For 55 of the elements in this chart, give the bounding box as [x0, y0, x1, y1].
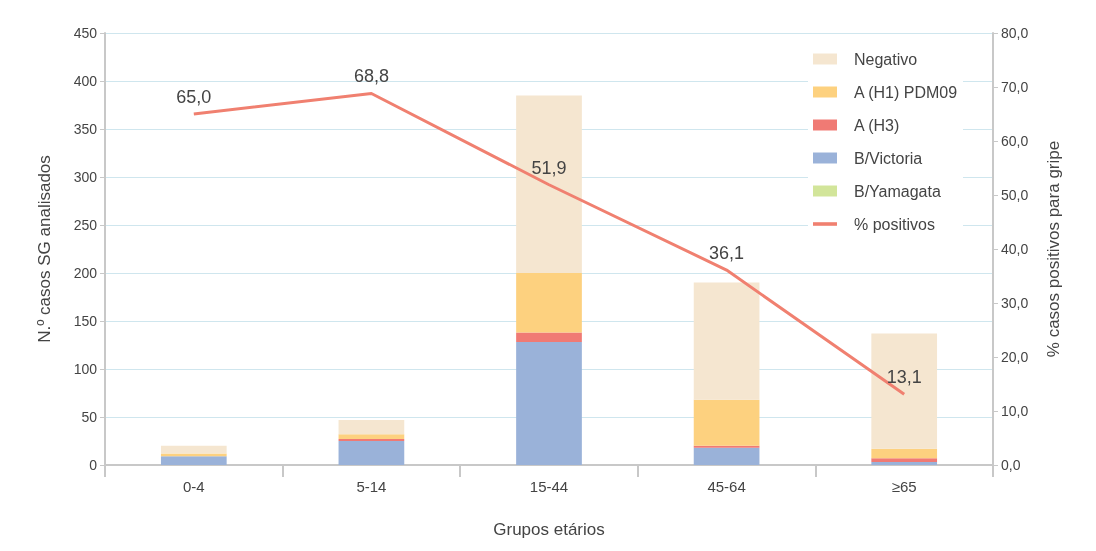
data-label: 68,8 [353, 66, 389, 87]
x-tick-label: 5-14 [356, 478, 387, 495]
x-tick-label: 45-64 [707, 478, 746, 495]
y2-tick-label: 0,0 [1001, 457, 1021, 473]
x-tick-label: 0-4 [182, 478, 205, 495]
y-tick-label: 200 [73, 265, 98, 281]
y-tick-label: 50 [81, 409, 98, 425]
legend-label: A (H3) [853, 116, 900, 134]
data-label: 51,9 [531, 157, 567, 178]
data-label: 65,0 [176, 87, 212, 107]
y-tick-label: 0 [89, 457, 98, 473]
x-tick-label: ≥65 [891, 478, 917, 495]
legend-label: B/Yamagata [853, 182, 941, 200]
data-label: 13,1 [886, 367, 922, 388]
x-tick-label: 15-44 [529, 478, 569, 495]
bar [160, 456, 227, 465]
bar [871, 458, 938, 463]
bar [160, 445, 227, 454]
bar [693, 447, 760, 465]
x-axis-title: Grupos etários [493, 520, 605, 539]
y2-tick-label: 50,0 [1001, 187, 1029, 203]
bar [516, 342, 582, 465]
y2-axis-title: % casos positivos para gripe [1044, 140, 1063, 358]
bar [338, 419, 405, 435]
bar [693, 282, 760, 400]
bar [516, 95, 582, 273]
bar [516, 332, 582, 343]
legend-label: % positivos [853, 215, 935, 233]
y2-tick-label: 20,0 [1001, 349, 1029, 365]
y2-tick-label: 80,0 [1001, 25, 1029, 41]
y-tick-label: 300 [73, 169, 98, 185]
bar [871, 462, 938, 465]
bar [871, 333, 938, 449]
y-tick-label: 150 [73, 313, 98, 329]
bar [871, 448, 938, 459]
y-tick-label: 450 [73, 25, 98, 41]
bar [160, 453, 227, 457]
bar [338, 434, 405, 440]
bar [516, 273, 582, 333]
bar [693, 399, 760, 446]
y2-tick-label: 70,0 [1001, 79, 1029, 95]
y-tick-label: 400 [73, 73, 98, 89]
legend-label: Negativo [853, 50, 918, 68]
y2-tick-label: 40,0 [1001, 241, 1029, 257]
y-tick-label: 250 [73, 217, 98, 233]
data-label: 36,1 [709, 243, 745, 264]
y2-tick-label: 60,0 [1001, 133, 1029, 149]
bar [338, 441, 405, 465]
y-tick-label: 350 [73, 121, 98, 137]
y-tick-label: 100 [73, 361, 98, 377]
y2-tick-label: 30,0 [1001, 295, 1029, 311]
y2-tick-label: 10,0 [1001, 403, 1029, 419]
legend-label: B/Victoria [853, 149, 923, 167]
legend-label: A (H1) PDM09 [853, 83, 958, 101]
y-axis-title: N.º casos SG analisados [35, 155, 54, 343]
